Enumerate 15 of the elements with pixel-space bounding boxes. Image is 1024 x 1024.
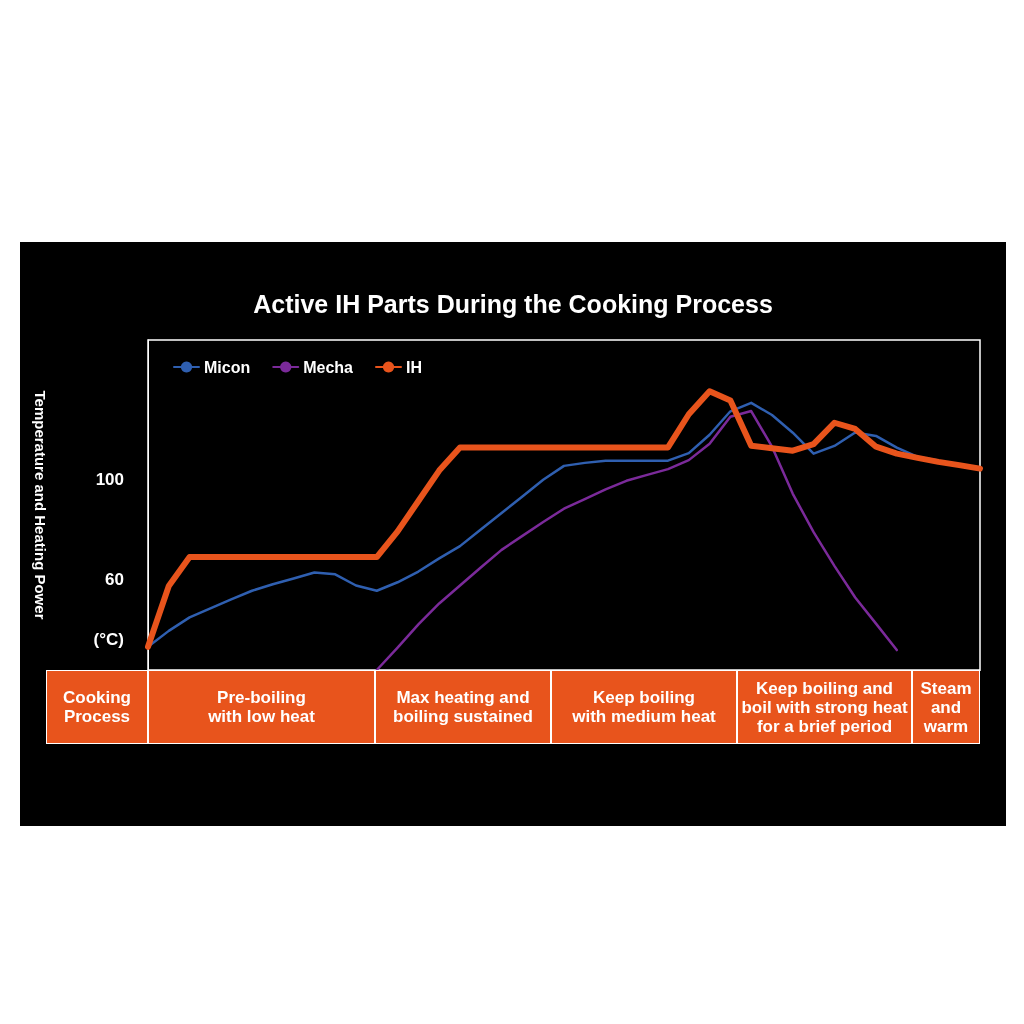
legend-label: Micon: [204, 358, 251, 376]
text: Keep boiling with medium heat: [551, 670, 737, 744]
text: Cooking Process: [46, 670, 148, 744]
line-series: [375, 409, 899, 672]
text: Pre-boiling with low heat: [148, 670, 375, 744]
text: Max heating and boiling sustained: [375, 670, 551, 744]
legend-label: IH: [406, 358, 423, 376]
y-tick-label: 60: [105, 569, 124, 589]
text: Keep boiling and boil with strong heat for a brief period: [737, 670, 912, 744]
chart-title: Active IH Parts During the Cooking Process: [253, 289, 773, 318]
y-tick-label: (°C): [93, 629, 124, 649]
y-tick-label: 100: [95, 470, 124, 490]
y-axis-title: Temperature and Heating Power: [32, 390, 49, 620]
legend-label: Mecha: [303, 358, 354, 376]
text: Steam and warm: [912, 670, 980, 744]
